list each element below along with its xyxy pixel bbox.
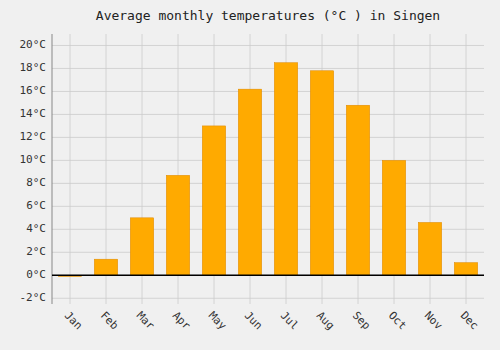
grid-line-y bbox=[52, 160, 484, 161]
bar bbox=[202, 126, 225, 275]
grid-line-y bbox=[52, 137, 484, 138]
x-tick-label: Mar bbox=[134, 309, 158, 333]
grid-line-y bbox=[52, 298, 484, 299]
x-tick-label: Sep bbox=[350, 309, 373, 332]
bar bbox=[166, 175, 189, 275]
y-tick-label: 10°C bbox=[20, 153, 47, 166]
grid-line-y bbox=[52, 68, 484, 69]
x-tick-label: Jun bbox=[242, 309, 265, 332]
y-tick-label: 8°C bbox=[26, 176, 46, 189]
bar bbox=[238, 89, 261, 275]
x-tick-label: May bbox=[206, 309, 230, 333]
grid-line-y bbox=[52, 114, 484, 115]
grid-line-y bbox=[52, 275, 484, 276]
grid-line-y bbox=[52, 45, 484, 46]
bar bbox=[130, 218, 153, 275]
y-tick-label: -2°C bbox=[20, 291, 47, 304]
y-tick-label: 20°C bbox=[20, 38, 47, 51]
y-tick-label: 4°C bbox=[26, 222, 46, 235]
background bbox=[0, 0, 500, 350]
bar bbox=[94, 259, 117, 275]
y-tick-label: 0°C bbox=[26, 268, 46, 281]
x-ticks: Jan Feb Mar Apr May Jun Jul Aug Sep Oct Nov Dec bbox=[62, 309, 481, 333]
x-tick-label: Jan bbox=[62, 309, 85, 332]
grid-line-y bbox=[52, 183, 484, 184]
bar bbox=[346, 105, 369, 275]
bar bbox=[454, 263, 477, 276]
y-tick-label: 14°C bbox=[20, 107, 47, 120]
y-tick-label: 2°C bbox=[26, 245, 46, 258]
baseline bbox=[52, 275, 484, 277]
chart: -2°C 0°C 2°C 4°C 6°C 8°C 10°C 12°C 14°C 16°C 18°C 2… bbox=[0, 0, 500, 350]
bar bbox=[418, 222, 441, 275]
x-tick-label: Apr bbox=[170, 309, 194, 333]
y-ticks: -2°C 0°C 2°C 4°C 6°C 8°C 10°C 12°C 14°C 16°C 18°C 2… bbox=[20, 38, 47, 304]
grid-line-y bbox=[52, 91, 484, 92]
x-tick-label: Feb bbox=[98, 309, 121, 332]
grid-line-y bbox=[52, 206, 484, 207]
x-tick-label: Nov bbox=[422, 309, 446, 333]
bar bbox=[310, 71, 333, 276]
y-axis-line bbox=[52, 34, 53, 304]
bar bbox=[382, 160, 405, 275]
x-tick-label: Dec bbox=[458, 309, 481, 332]
grid bbox=[52, 34, 484, 304]
grid-line-x bbox=[70, 34, 71, 304]
y-tick-label: 16°C bbox=[20, 84, 47, 97]
bar bbox=[274, 63, 297, 276]
bars bbox=[52, 63, 484, 277]
x-tick-label: Jul bbox=[278, 309, 301, 332]
y-tick-label: 12°C bbox=[20, 130, 47, 143]
y-tick-label: 18°C bbox=[20, 61, 47, 74]
x-tick-label: Oct bbox=[386, 309, 409, 332]
x-tick-label: Aug bbox=[314, 309, 337, 332]
y-tick-label: 6°C bbox=[26, 199, 46, 212]
title: Average monthly temperatures (°C ) in Si… bbox=[96, 8, 440, 23]
